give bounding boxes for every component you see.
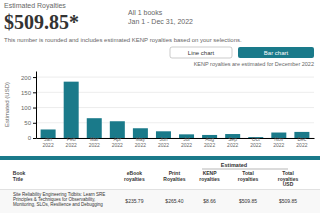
- table-row-background: [0, 190, 320, 213]
- tick-label: Sep2022: [227, 136, 238, 148]
- y-axis-title: Estimated (USD): [4, 82, 10, 127]
- table-cell: $265.40: [165, 198, 183, 204]
- text-line: royalties: [124, 176, 145, 182]
- text-line: royalties: [199, 176, 220, 182]
- note: This number is rounded and includes esti…: [4, 37, 242, 43]
- axis-line: [37, 138, 315, 139]
- text-line: 2022: [227, 142, 238, 148]
- subtitle-books: All 1 books: [128, 9, 163, 16]
- x-tick: Dec2022: [296, 136, 307, 148]
- tick-label: Mar2022: [89, 136, 100, 148]
- table-header: PrintRoyalties: [163, 170, 185, 182]
- x-tick: Oct2022: [250, 136, 261, 148]
- table-cell: $509.85: [239, 198, 257, 204]
- button-frame[interactable]: [238, 47, 314, 58]
- tick-mark: [33, 77, 36, 78]
- x-tick: Apr2022: [112, 136, 123, 148]
- y-axis: 0 50 100 150 200: [21, 72, 37, 142]
- table-header: TotalroyaltiesUSD: [278, 170, 299, 187]
- table-header: BookTitle: [13, 170, 26, 182]
- tick-label: 100: [21, 105, 32, 111]
- text-line: royalties: [238, 176, 259, 182]
- table-cell: $8.66: [203, 198, 216, 204]
- table-cell: $509.85: [279, 198, 297, 204]
- y-tick: 0: [28, 135, 36, 141]
- tick-mark: [33, 123, 36, 124]
- x-tick: Jun2022: [158, 136, 169, 148]
- table-cell-title: Site Reliability Engineering Tidbits: Le…: [13, 192, 105, 207]
- button-label[interactable]: Bar chart: [264, 50, 289, 56]
- kenp-note: KENP royalties are estimated for Decembe…: [194, 61, 314, 67]
- tick-mark: [33, 92, 36, 93]
- grid: [36, 77, 314, 138]
- y-tick: 100: [21, 105, 36, 111]
- text-line: 2022: [158, 142, 169, 148]
- y-tick: 200: [21, 75, 36, 81]
- tick-label: Aug2022: [204, 136, 215, 148]
- tick-label: Oct2022: [250, 136, 261, 148]
- x-axis: Jan2022 Feb2022 Mar2022 Apr2022 May2022 Jun20…: [37, 136, 315, 148]
- button-frame[interactable]: [170, 47, 232, 58]
- y-tick: 50: [24, 120, 36, 126]
- x-tick: Jul2022: [181, 136, 192, 148]
- tick-label: 50: [24, 120, 31, 126]
- button-label[interactable]: Line chart: [188, 50, 215, 56]
- x-tick: Mar2022: [89, 136, 100, 148]
- text-line: USD: [283, 181, 294, 187]
- table-group-header: Estimated: [221, 162, 247, 168]
- text-line: 2022: [43, 142, 54, 148]
- total-amount: $509.85*: [4, 11, 79, 33]
- text-line: 2022: [296, 142, 307, 148]
- subtitle-dates: Jan 1 - Dec 31, 2022: [128, 18, 193, 25]
- text-line: 2022: [273, 142, 284, 148]
- y-tick: 150: [21, 90, 36, 96]
- axis-line: [36, 72, 37, 139]
- text-line: 2022: [89, 142, 100, 148]
- x-tick: Feb2022: [66, 136, 77, 148]
- tick-label: 150: [21, 90, 32, 96]
- table-header: eBookroyalties: [124, 170, 145, 182]
- text-line: 2022: [204, 142, 215, 148]
- text-line: 2022: [250, 142, 261, 148]
- page: Estimated Royalties$509.85*All 1 booksJa…: [0, 0, 320, 214]
- text-line: 2022: [112, 142, 123, 148]
- table-top-band: [0, 156, 320, 160]
- tick-label: Jul2022: [181, 136, 192, 148]
- x-tick: Nov2022: [273, 136, 284, 148]
- tick-label: Jun2022: [158, 136, 169, 148]
- tick-label: 200: [21, 75, 32, 81]
- x-tick: May2022: [135, 136, 146, 148]
- text-line: Monitoring, SLOs, Resilience and Debuggi…: [13, 202, 103, 207]
- table-divider: [0, 189, 320, 190]
- table-cell: $235.79: [125, 198, 143, 204]
- tick-label: May2022: [135, 136, 146, 148]
- tick-label: Apr2022: [112, 136, 123, 148]
- tick-label: Feb2022: [66, 136, 77, 148]
- text-line: Royalties: [163, 176, 185, 182]
- tick-label: Nov2022: [273, 136, 284, 148]
- tick-label: 0: [28, 135, 32, 141]
- tick-label: Jan2022: [43, 136, 54, 148]
- button-bar-chart[interactable]: Bar chart: [238, 47, 314, 58]
- title: Estimated Royalties: [4, 2, 66, 10]
- text-line: Title: [13, 176, 23, 182]
- tick-mark: [33, 108, 36, 109]
- button-line-chart[interactable]: Line chart: [170, 47, 232, 58]
- bars: [41, 82, 310, 138]
- tick-mark: [33, 138, 36, 139]
- table-header: Totalroyalties: [238, 170, 259, 182]
- x-tick: Aug2022: [204, 136, 215, 148]
- x-tick: Jan2022: [43, 136, 54, 148]
- text-line: 2022: [135, 142, 146, 148]
- text-line: 2022: [66, 142, 77, 148]
- x-tick: Sep2022: [227, 136, 238, 148]
- grid-line: [36, 77, 314, 78]
- text-line: 2022: [181, 142, 192, 148]
- tick-label: Dec2022: [296, 136, 307, 148]
- bar: [64, 82, 79, 138]
- table-header: KENProyalties: [199, 170, 220, 182]
